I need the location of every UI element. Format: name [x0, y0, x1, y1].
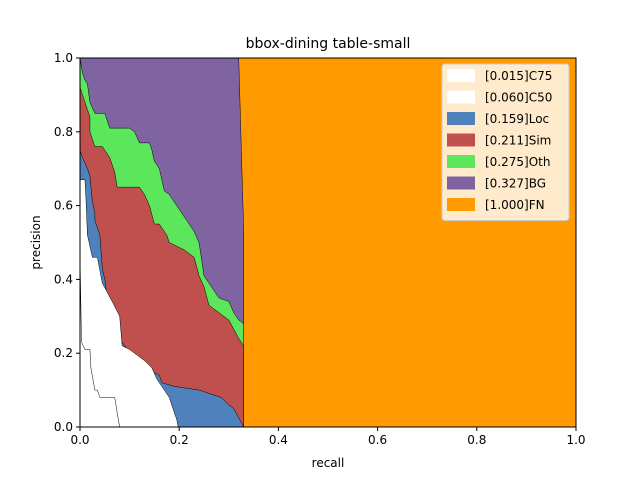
legend: [0.015]C75 [0.060]C50 [0.159]Loc [0.211]Sim…: [441, 63, 570, 221]
area-0-060-c50: [79, 179, 179, 428]
x-tick-label: 0.4: [269, 433, 288, 447]
legend-swatch-0-159-loc: [447, 112, 475, 125]
x-tick-label: 0.2: [170, 433, 189, 447]
area-0-015-c75: [79, 253, 120, 428]
legend-swatch-0-327-bg: [447, 176, 475, 190]
legend-label-0-015-c75: [0.015]C75: [485, 69, 552, 83]
y-tick-label: 0.0: [54, 420, 73, 434]
legend-swatch-0-015-c75: [447, 69, 475, 82]
legend-label-0-060-c50: [0.060]C50: [485, 91, 552, 105]
x-axis-label: recall: [312, 456, 345, 470]
legend-label-0-159-loc: [0.159]Loc: [485, 112, 549, 126]
x-tick-label: 0.0: [70, 433, 89, 447]
legend-swatch-0-275-oth: [447, 155, 475, 168]
x-tick-label: 0.8: [467, 433, 486, 447]
legend-swatch-0-060-c50: [447, 90, 475, 104]
legend-swatch-0-211-sim: [447, 133, 475, 147]
y-tick-label: 0.6: [54, 199, 73, 213]
legend-swatch-1-000-fn: [447, 198, 475, 211]
x-tick-label: 0.6: [368, 433, 387, 447]
legend-label-1-000-fn: [1.000]FN: [485, 198, 545, 212]
legend-label-0-211-sim: [0.211]Sim: [485, 134, 551, 148]
y-tick-label: 0.2: [54, 346, 73, 360]
chart-title: bbox-dining table-small: [246, 36, 411, 52]
legend-label-0-275-oth: [0.275]Oth: [485, 155, 550, 169]
y-axis-label: precision: [29, 215, 43, 269]
y-tick-label: 1.0: [54, 51, 73, 65]
legend-label-0-327-bg: [0.327]BG: [485, 177, 546, 191]
x-tick-label: 1.0: [566, 433, 585, 447]
y-tick-label: 0.8: [54, 125, 73, 139]
y-tick-label: 0.4: [54, 272, 73, 286]
plot-frame: [79, 57, 577, 428]
